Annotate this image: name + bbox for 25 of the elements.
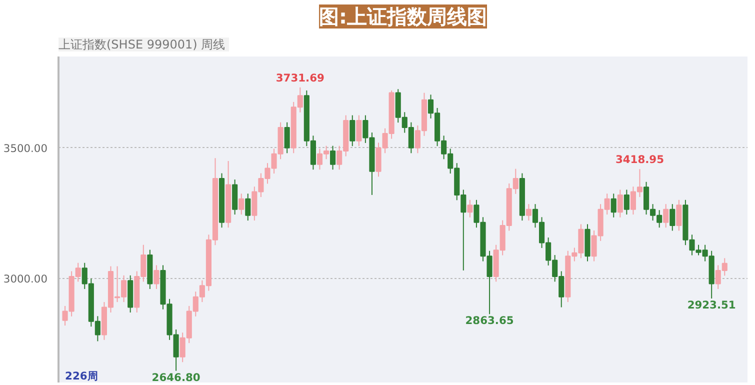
annotation: 2863.65	[465, 314, 514, 328]
chart-title: 图:上证指数周线图	[319, 4, 487, 28]
y-tick-label: 3000.00	[3, 272, 48, 286]
candlestick	[670, 204, 676, 232]
candlestick	[617, 189, 623, 218]
candlestick	[356, 114, 362, 147]
candlestick	[238, 193, 244, 216]
candlestick	[330, 145, 336, 170]
candlestick	[624, 189, 630, 216]
candlestick	[245, 193, 251, 222]
annotation: 226周	[65, 370, 98, 382]
candlestick	[663, 204, 669, 228]
candlestick	[284, 122, 290, 154]
candlestick	[610, 193, 616, 218]
candlestick	[676, 199, 682, 232]
annotation: 2923.51	[687, 298, 736, 312]
annotation: 2646.80	[152, 370, 200, 384]
y-tick-label: 3500.00	[3, 142, 48, 155]
candlestick	[154, 264, 160, 290]
annotation: 3731.69	[276, 71, 324, 84]
candlestick	[350, 114, 356, 147]
annotation: 3418.95	[615, 153, 664, 166]
candlestick	[526, 204, 532, 222]
chart-subtitle: 上证指数(SHSE 999001) 周线	[58, 38, 226, 52]
candlestick	[467, 199, 473, 218]
